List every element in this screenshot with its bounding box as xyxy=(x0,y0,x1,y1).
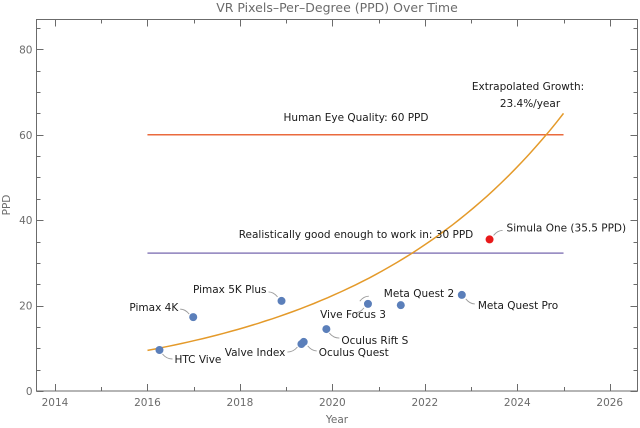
y-axis-label: PPD xyxy=(1,195,13,216)
label-leader xyxy=(359,295,369,302)
data-point xyxy=(277,296,286,305)
growth-label-line1: Extrapolated Growth: xyxy=(472,81,584,93)
plot-frame xyxy=(36,19,638,392)
label-leader xyxy=(268,291,278,298)
work-label: Realistically good enough to work in: 30… xyxy=(239,229,474,241)
data-point xyxy=(155,346,164,355)
y-tick-label: 40 xyxy=(19,215,32,227)
growth-curve xyxy=(147,112,565,352)
data-point xyxy=(322,325,331,334)
label-leader xyxy=(287,346,298,353)
point-label: Oculus Quest xyxy=(319,347,389,359)
label-leader xyxy=(354,307,365,314)
y-tick-label: 0 xyxy=(26,386,33,398)
label-leader xyxy=(162,353,173,360)
label-leader xyxy=(307,345,317,352)
point-label: HTC Vive xyxy=(174,354,221,366)
data-point xyxy=(189,313,198,322)
label-leader xyxy=(493,229,503,236)
data-point xyxy=(363,299,372,308)
highlight-point-label: Simula One (35.5 PPD) xyxy=(507,222,627,234)
x-axis-label: Year xyxy=(325,414,349,426)
point-label: Vive Focus 3 xyxy=(320,309,386,321)
y-tick-label: 20 xyxy=(19,301,32,313)
data-point xyxy=(457,290,466,299)
x-tick-label: 2022 xyxy=(411,397,438,409)
x-tick-label: 2026 xyxy=(596,397,623,409)
axis-ticks: 2014 2016 2018 2020 2022 2024 2026 0 20 40 60 80 xyxy=(19,19,638,409)
growth-label-line2: 23.4%/year xyxy=(500,98,561,110)
label-leader xyxy=(465,298,475,305)
data-points: HTC Vive Pimax 4K Pimax 5K Plus Valve Index… xyxy=(129,222,626,366)
x-tick-label: 2016 xyxy=(134,397,161,409)
point-label: Meta Quest 2 xyxy=(384,288,454,300)
highlight-point xyxy=(485,235,494,244)
point-label: Valve Index xyxy=(225,347,286,359)
data-point xyxy=(396,301,405,310)
point-label: Pimax 5K Plus xyxy=(193,284,267,296)
point-label: Pimax 4K xyxy=(129,302,179,314)
point-label: Meta Quest Pro xyxy=(478,300,558,312)
point-label: Oculus Rift S xyxy=(341,335,408,347)
human-eye-label: Human Eye Quality: 60 PPD xyxy=(284,112,429,124)
x-tick-label: 2018 xyxy=(227,397,254,409)
label-leader xyxy=(180,308,190,315)
y-tick-label: 60 xyxy=(19,130,32,142)
x-tick-label: 2020 xyxy=(319,397,346,409)
x-tick-label: 2014 xyxy=(42,397,69,409)
label-leader xyxy=(329,332,340,339)
data-point xyxy=(299,337,308,346)
x-tick-label: 2024 xyxy=(504,397,531,409)
y-tick-label: 80 xyxy=(19,44,32,56)
chart-title: VR Pixels–Per–Degree (PPD) Over Time xyxy=(216,0,458,15)
